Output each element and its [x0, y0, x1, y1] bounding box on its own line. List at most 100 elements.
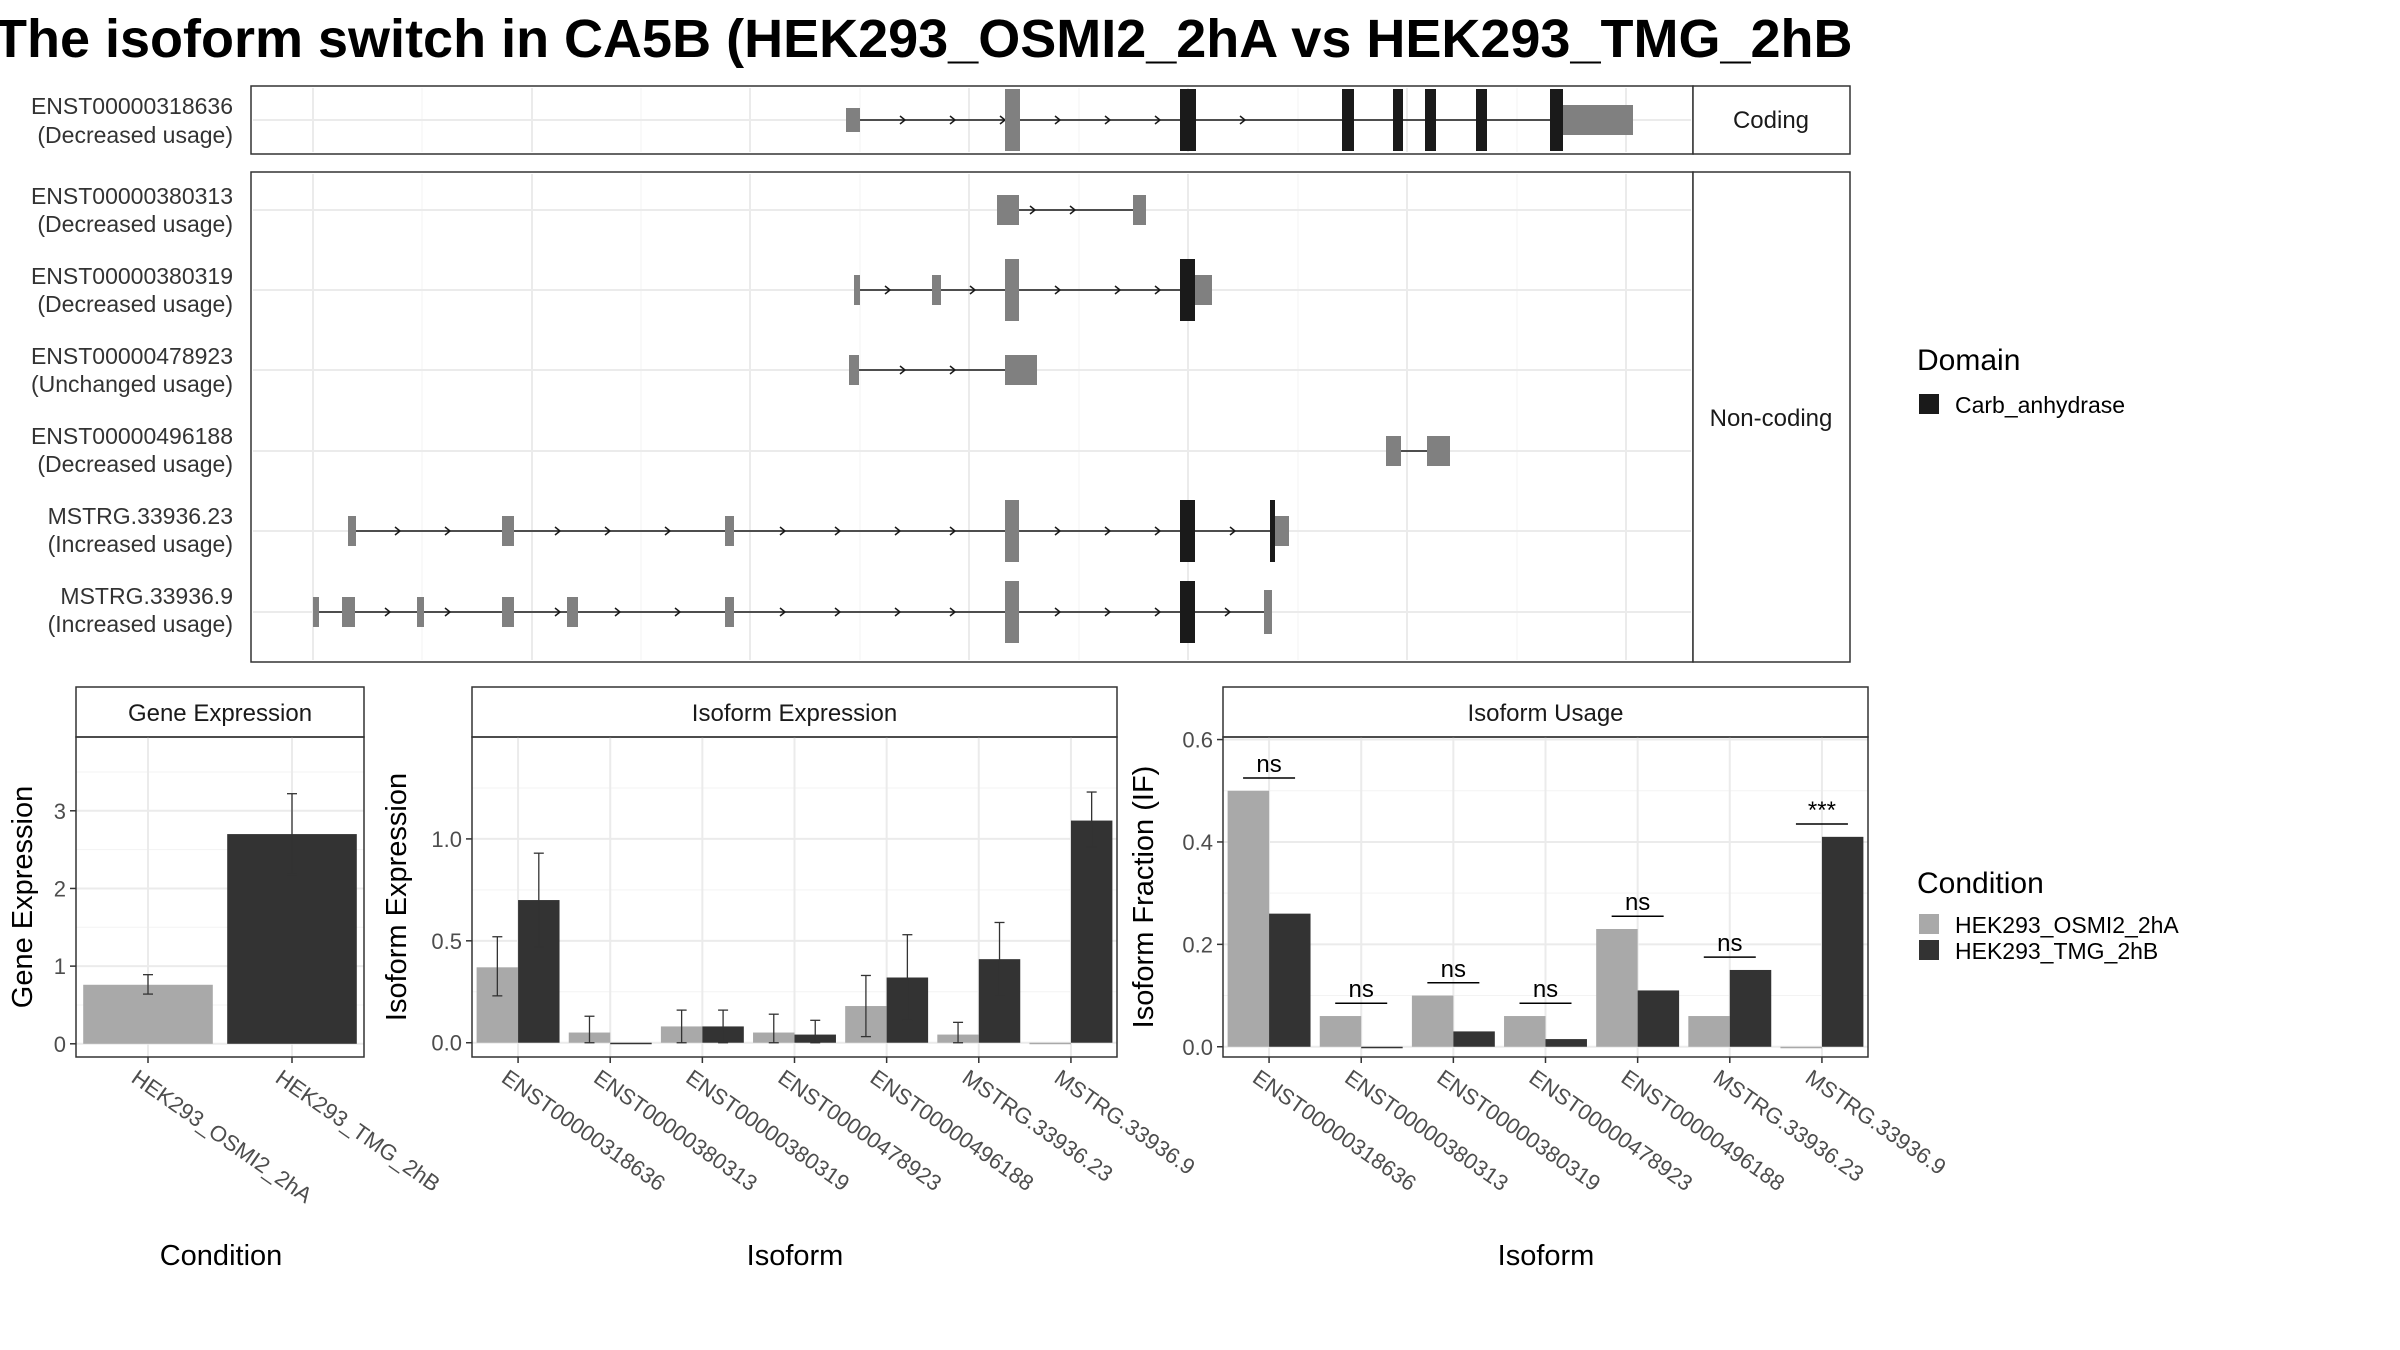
transcript-id-label: ENST00000380313 [31, 183, 233, 209]
exon [854, 275, 860, 305]
strand-arrow [1224, 607, 1232, 617]
exon [846, 108, 860, 132]
domain-exon [1180, 89, 1196, 151]
y-tick-label: 0 [54, 1032, 66, 1057]
strand-arrow [554, 526, 562, 536]
transcript-track [997, 195, 1146, 225]
domain-exon [1342, 89, 1354, 151]
condition-legend-label-a: HEK293_OSMI2_2hA [1955, 912, 2179, 938]
exon [313, 597, 319, 627]
bar [610, 1042, 652, 1045]
strand-arrow [949, 115, 957, 125]
exon [1133, 195, 1146, 225]
transcript-id-label: MSTRG.33936.23 [48, 503, 233, 529]
bar [1227, 790, 1270, 1047]
y-tick-label: 0.0 [1182, 1035, 1213, 1060]
strand-arrow [1104, 115, 1112, 125]
y-tick-label: 0.4 [1182, 830, 1213, 855]
y-tick-label: 0.2 [1182, 932, 1213, 957]
exon [1005, 259, 1019, 321]
y-axis-title: Isoform Fraction (IF) [1128, 766, 1160, 1029]
y-axis-title: Isoform Expression [381, 773, 413, 1021]
significance-label: ns [1256, 751, 1281, 778]
x-axis-title: Isoform [747, 1240, 844, 1272]
strand-arrow [674, 607, 682, 617]
transcript-id-label: ENST00000380319 [31, 263, 233, 289]
panel-strip [75, 686, 365, 738]
noncoding-strip [1692, 171, 1851, 663]
exon [348, 516, 356, 546]
y-tick-label: 0.0 [431, 1031, 462, 1056]
y-tick-label: 2 [54, 876, 66, 901]
bar [1319, 1016, 1362, 1047]
domain-exon [1425, 89, 1436, 151]
noncoding-strip-label: Non-coding [1710, 405, 1833, 432]
strand-arrow [1069, 205, 1077, 215]
y-tick-label: 0.6 [1182, 728, 1213, 753]
strand-arrow [604, 526, 612, 536]
panel-strip-label: Isoform Expression [692, 700, 897, 727]
transcript-id-label: ENST00000478923 [31, 343, 233, 369]
domain-legend-title: Domain [1917, 344, 2020, 377]
transcript-track [313, 581, 1272, 643]
bar [1411, 995, 1454, 1047]
transcript-id-label: ENST00000318636 [31, 93, 233, 119]
strand-arrow [554, 607, 562, 617]
y-tick-label: 0.5 [431, 929, 462, 954]
transcript-usage-label: (Increased usage) [48, 531, 233, 557]
domain-legend-label: Carb_anhydrase [1955, 392, 2125, 418]
condition-swatch-b [1919, 940, 1939, 960]
exon [1275, 516, 1289, 546]
condition-legend-title: Condition [1917, 867, 2044, 900]
strand-arrow [394, 526, 402, 536]
transcript-labels: ENST00000318636 (Decreased usage) ENST00… [31, 93, 233, 637]
strand-arrow [1114, 285, 1122, 295]
y-axis-title: Gene Expression [7, 786, 39, 1008]
significance-label: ns [1441, 956, 1466, 983]
exon [502, 597, 514, 627]
exon [1563, 105, 1633, 135]
exon [932, 275, 941, 305]
condition-legend-label-b: HEK293_TMG_2hB [1955, 938, 2158, 964]
strand-arrow [1229, 526, 1237, 536]
bar [1453, 1031, 1495, 1047]
exon [725, 516, 734, 546]
condition-legend: Condition HEK293_OSMI2_2hA HEK293_TMG_2h… [1917, 867, 2179, 964]
bar [1070, 820, 1113, 1043]
transcript-track [849, 355, 1037, 385]
panel-strip-label: Isoform Usage [1467, 700, 1623, 727]
strand-arrow [899, 115, 907, 125]
strand-arrow [1239, 115, 1247, 125]
domain-legend-swatch [1919, 394, 1939, 414]
panel-strip [1222, 686, 1869, 738]
significance-label: ns [1625, 889, 1650, 916]
transcript-usage-label: (Decreased usage) [37, 291, 233, 317]
exon [1386, 436, 1401, 466]
domain-exon [1180, 581, 1195, 643]
strand-arrow [1154, 526, 1162, 536]
domain-exon [1393, 89, 1403, 151]
transcript-id-label: ENST00000496188 [31, 423, 233, 449]
strand-arrow [834, 607, 842, 617]
strand-arrow [384, 607, 392, 617]
transcript-usage-label: (Decreased usage) [37, 211, 233, 237]
strand-arrow [1054, 115, 1062, 125]
exon [1005, 89, 1020, 151]
transcript-usage-label: (Increased usage) [48, 611, 233, 637]
panel-strip-label: Gene Expression [128, 700, 312, 727]
bar [1029, 1042, 1071, 1045]
strand-arrow [779, 526, 787, 536]
strand-arrow [1029, 205, 1037, 215]
coding-strip [1692, 85, 1851, 155]
exon [725, 597, 734, 627]
strand-arrow [1054, 607, 1062, 617]
domain-exon [1270, 500, 1275, 562]
bar [1688, 1016, 1730, 1047]
transcript-track [1386, 436, 1450, 466]
domain-exon [1180, 259, 1195, 321]
strand-arrow [1154, 115, 1162, 125]
exon [502, 516, 514, 546]
transcript-track [348, 500, 1289, 562]
transcript-track [846, 89, 1633, 151]
